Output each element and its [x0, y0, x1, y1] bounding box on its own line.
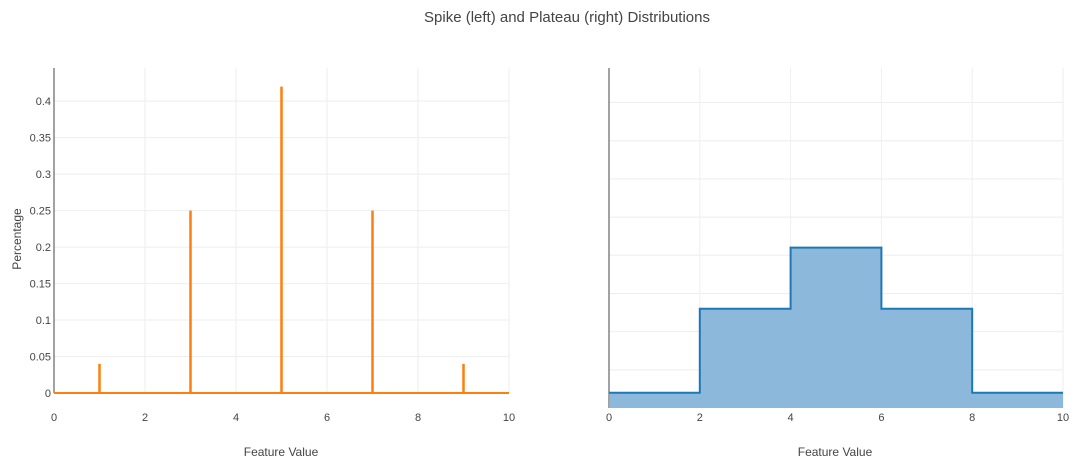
plateau-step	[791, 248, 882, 408]
left-spikes	[54, 86, 509, 394]
right-x-tick-label: 2	[697, 412, 703, 424]
right-x-tick-label: 4	[788, 412, 794, 424]
left-x-tick-label: 10	[503, 412, 515, 424]
left-tick-labels: 0 2 4 6 8 10 0 0.05 0.1 0.15 0.2 0.25 0.3 0.35 0.4	[30, 96, 516, 424]
left-y-axis-label: Percentage	[10, 208, 24, 270]
left-y-tick-label: 0.25	[30, 206, 51, 218]
right-steps	[609, 246, 1063, 408]
right-x-tick-label: 10	[1057, 412, 1069, 424]
right-x-tick-label: 0	[606, 412, 612, 424]
left-y-tick-label: 0.2	[36, 242, 51, 254]
left-y-tick-label: 0.05	[30, 352, 51, 364]
plateau-step	[972, 393, 1063, 408]
right-x-tick-label: 8	[969, 412, 975, 424]
plateau-step	[881, 309, 972, 408]
plateau-chart: 0 2 4 6 8 10 Feature Value	[606, 68, 1069, 459]
left-y-tick-label: 0.4	[36, 96, 51, 108]
left-x-tick-label: 8	[415, 412, 421, 424]
spike-chart: 0 2 4 6 8 10 0 0.05 0.1 0.15 0.2 0.25 0.3 0.35 0.4 Fea…	[10, 68, 515, 459]
right-tick-labels: 0 2 4 6 8 10	[606, 412, 1069, 424]
plateau-line	[609, 246, 1063, 394]
plateau-step	[609, 393, 700, 408]
left-x-tick-label: 4	[233, 412, 239, 424]
left-y-tick-label: 0.3	[36, 169, 51, 181]
left-y-tick-label: 0	[45, 388, 51, 400]
right-x-axis-label: Feature Value	[798, 445, 873, 459]
left-y-tick-label: 0.35	[30, 133, 51, 145]
plateau-area	[609, 247, 1063, 408]
plateau-step	[700, 309, 791, 408]
left-x-tick-label: 6	[324, 412, 330, 424]
left-x-tick-label: 2	[142, 412, 148, 424]
left-y-tick-label: 0.1	[36, 315, 51, 327]
left-x-tick-label: 0	[51, 412, 57, 424]
right-x-tick-label: 6	[878, 412, 884, 424]
left-y-tick-label: 0.15	[30, 279, 51, 291]
chart-title: Spike (left) and Plateau (right) Distrib…	[424, 9, 710, 26]
left-x-axis-label: Feature Value	[244, 445, 319, 459]
